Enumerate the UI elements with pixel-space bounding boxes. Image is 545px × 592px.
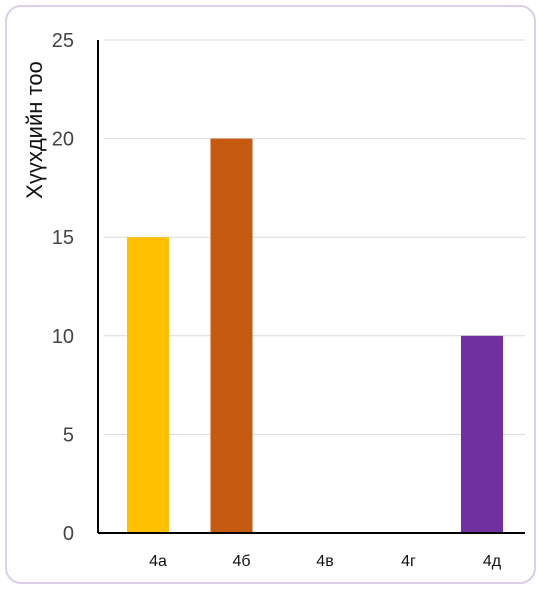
gridlines bbox=[104, 39, 525, 435]
y-tick-label: 25 bbox=[52, 30, 74, 52]
bar-1 bbox=[127, 237, 169, 533]
y-tick-label: 0 bbox=[63, 523, 74, 545]
y-tick-label: 20 bbox=[52, 129, 74, 151]
x-tick-label: 4а bbox=[149, 553, 167, 570]
y-tick-label: 10 bbox=[52, 326, 74, 348]
x-tick-label: 4б bbox=[232, 553, 250, 570]
y-tick-label: 15 bbox=[52, 227, 74, 249]
bars bbox=[127, 138, 503, 533]
y-axis-title: Хүүхдийн тоо bbox=[22, 61, 47, 199]
y-tick-label: 5 bbox=[63, 424, 74, 446]
x-tick-label: 4д bbox=[483, 553, 502, 570]
x-tick-labels: 4а 4б 4в 4г 4д bbox=[149, 553, 502, 570]
y-tick-labels: 0 5 10 15 20 25 bbox=[52, 30, 74, 545]
x-tick-label: 4г bbox=[401, 553, 416, 570]
x-tick-label: 4в bbox=[316, 553, 333, 570]
bar-5 bbox=[461, 335, 503, 533]
chart-frame bbox=[5, 5, 536, 584]
bar-2 bbox=[210, 138, 253, 533]
